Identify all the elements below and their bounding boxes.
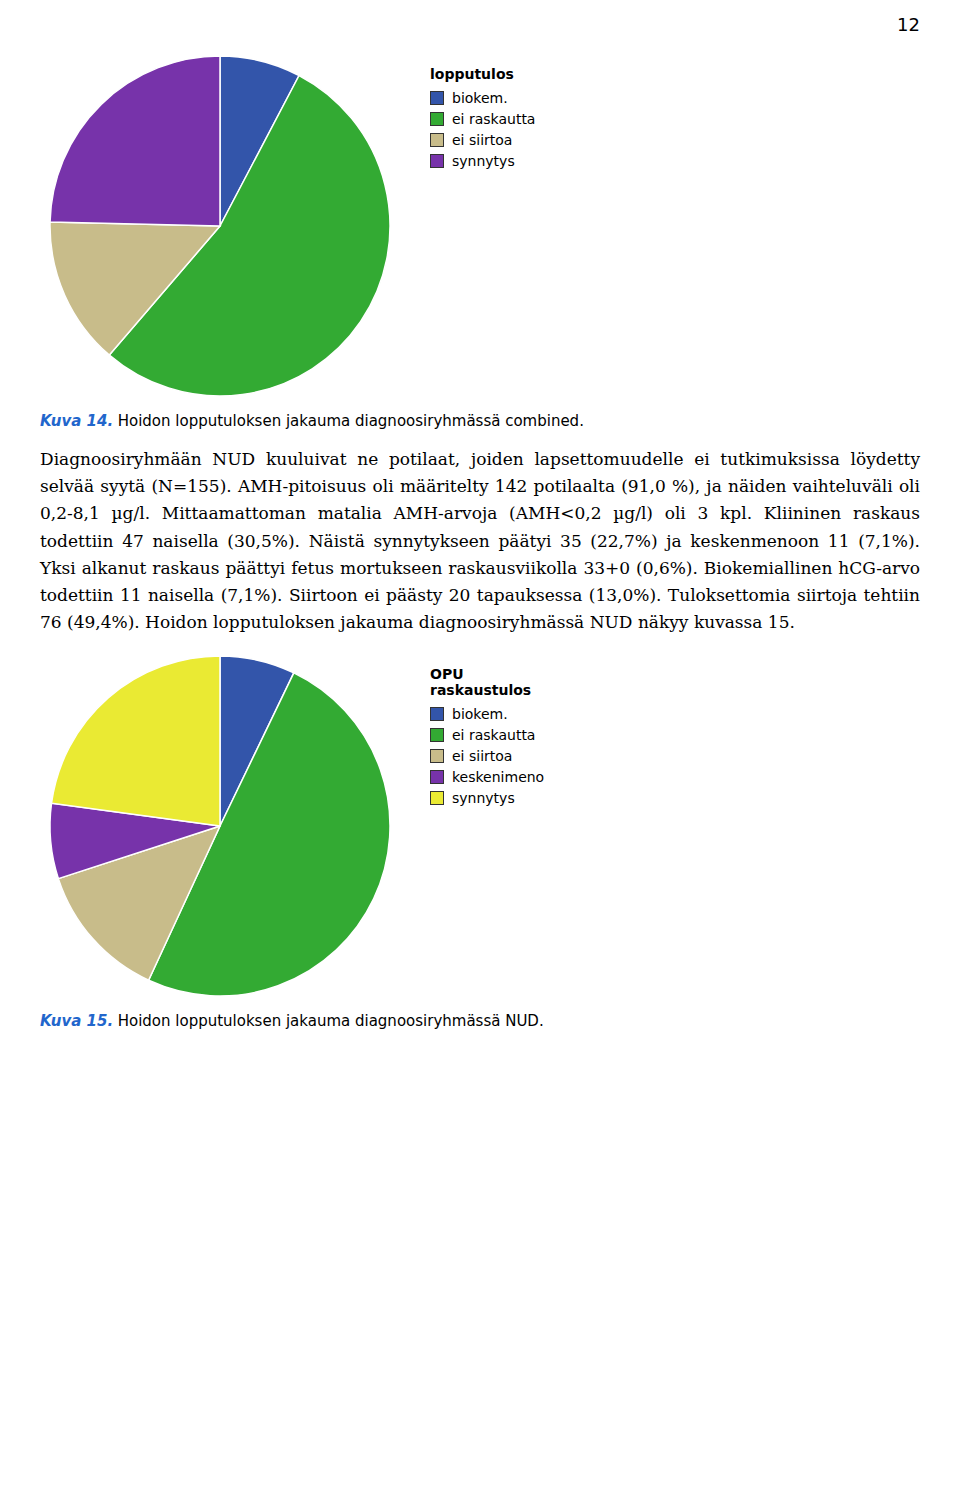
legend-label: synnytys (452, 153, 515, 169)
legend-swatch (430, 133, 444, 147)
legend-label: biokem. (452, 90, 508, 106)
legend-swatch (430, 112, 444, 126)
legend-swatch (430, 749, 444, 763)
legend-swatch (430, 91, 444, 105)
page: 12 lopputulos biokem. ei raskautta ei siirto… (0, 0, 960, 1500)
legend-label: ei raskautta (452, 727, 535, 743)
caption: Kuva 14. Hoidon lopputuloksen jakauma dia… (40, 412, 920, 430)
chart: lopputulos biokem. ei raskautta ei siirtoa s… (40, 46, 920, 406)
page-body: {"page_number": "12", "text": "Diagnoosi… (0, 0, 960, 1500)
legend-label: keskenimeno (452, 769, 544, 785)
legend-item: ei siirtoa (430, 132, 535, 148)
legend-item: ei siirtoa (430, 748, 544, 764)
legend-label: synnytys (452, 790, 515, 806)
legend-label: ei siirtoa (452, 748, 512, 764)
body-text: Diagnoosiryhmään NUD kuuluivat ne potila… (40, 446, 920, 636)
caption-text: Hoidon lopputuloksen jakauma diagnoosiry… (118, 1012, 544, 1030)
legend-item: biokem. (430, 706, 544, 722)
legend-item: ei raskautta (430, 727, 544, 743)
pie-slice (50, 222, 220, 355)
legend-swatch (430, 707, 444, 721)
legend-swatch (430, 791, 444, 805)
legend-label: biokem. (452, 706, 508, 722)
legend-swatch (430, 770, 444, 784)
pie-chart (40, 646, 400, 1006)
legend-title: lopputulos (430, 66, 535, 82)
caption-label: Kuva 15. (40, 1012, 113, 1030)
legend-swatch (430, 154, 444, 168)
legend-item: keskenimeno (430, 769, 544, 785)
legend-swatch (430, 728, 444, 742)
legend-item: synnytys (430, 153, 535, 169)
legend-label: ei siirtoa (452, 132, 512, 148)
legend: lopputulos biokem. ei raskautta ei siirtoa s… (430, 66, 535, 174)
legend-item: ei raskautta (430, 111, 535, 127)
legend-title: OPU raskaustulos (430, 666, 544, 698)
pie-chart (40, 46, 400, 406)
page-number: 12 (40, 14, 920, 40)
pie-slice (52, 656, 220, 826)
caption-text: Hoidon lopputuloksen jakauma diagnoosiry… (118, 412, 584, 430)
legend-item: synnytys (430, 790, 544, 806)
legend: OPU raskaustulos biokem. ei raskautta ei si… (430, 666, 544, 811)
chart: OPU raskaustulos biokem. ei raskautta ei si… (40, 646, 920, 1006)
caption: Kuva 15. Hoidon lopputuloksen jakauma dia… (40, 1012, 920, 1030)
legend-label: ei raskautta (452, 111, 535, 127)
pie-slice (50, 56, 220, 226)
legend-item: biokem. (430, 90, 535, 106)
caption-label: Kuva 14. (40, 412, 113, 430)
